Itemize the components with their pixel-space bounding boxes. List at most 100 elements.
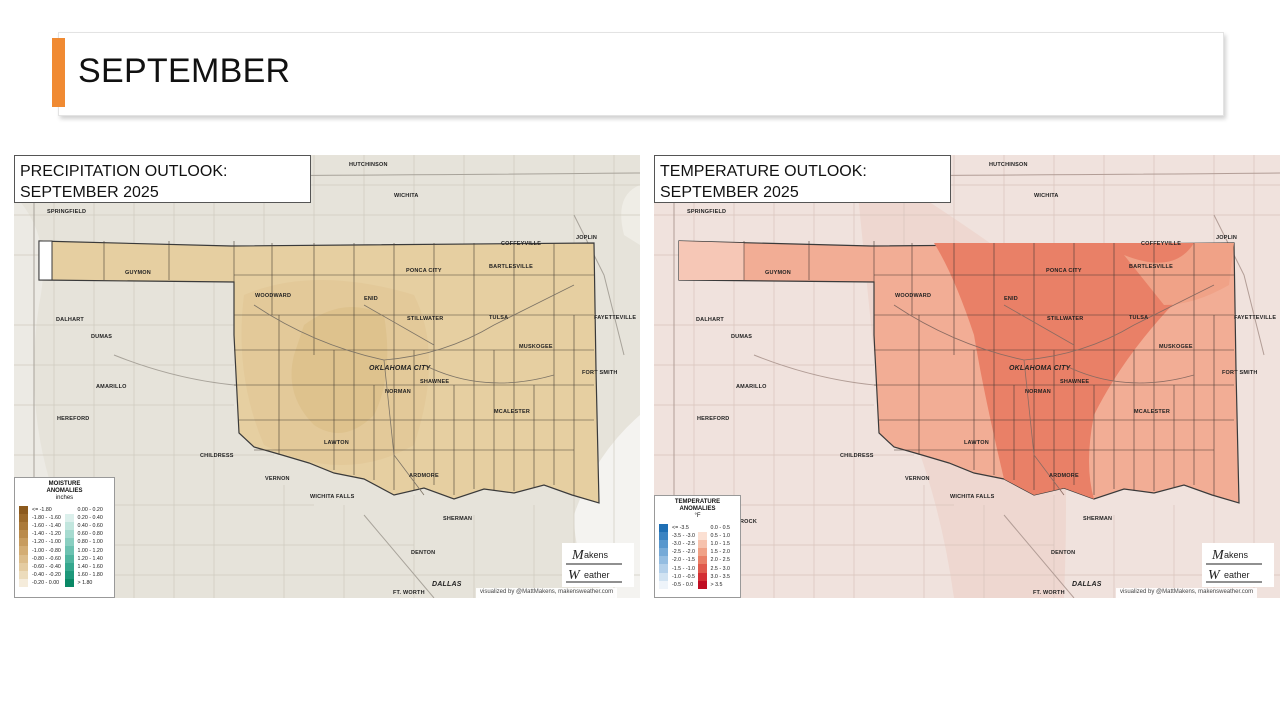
legend-col-dry: <= -1.80 -1.80 - -1.60 -1.60 - -1.40 -1.40 … [19,506,65,587]
city-label: MUSKOGEE [519,344,553,350]
legend-entry: -0.80 - -0.60 [19,554,65,563]
title-box [58,32,1224,116]
city-label: SPRINGFIELD [47,209,87,215]
legend-swatch [697,580,707,589]
legend-swatch [697,540,707,549]
city-label: WICHITA [394,193,419,199]
legend-swatch [64,530,74,539]
city-label: MUSKOGEE [1159,344,1193,350]
legend-unit: °F [694,513,701,519]
legend-swatch [659,580,668,589]
city-label: SHERMAN [1083,516,1113,522]
city-label: PONCA CITY [406,268,442,274]
precipitation-map-canvas [14,155,640,598]
title-accent-bar [52,38,65,107]
precip-heading-line1: PRECIPITATION OUTLOOK: [20,163,228,180]
makens-weather-logo: M akens W eather [1202,543,1274,587]
legend-swatch [697,548,707,557]
legend-label: <= -3.5 [672,525,689,532]
legend-label: 3.0 - 3.5 [710,573,730,580]
city-label: ARDMORE [1049,473,1079,479]
legend-entry: 0.20 - 0.40 [64,514,111,523]
legend-label: -0.20 - 0.00 [32,579,60,586]
temperature-map: TEMPERATURE OUTLOOK: SEPTEMBER 2025 HUTC… [654,155,1280,598]
legend-label: 2.0 - 2.5 [710,557,730,564]
city-label: FT. WORTH [393,590,425,596]
legend-entry: 0.0 - 0.5 [697,524,737,533]
city-label: WICHITA FALLS [950,494,995,500]
city-label: SHAWNEE [420,379,450,385]
svg-text:eather: eather [584,570,610,580]
city-label: HEREFORD [57,416,90,422]
legend-label: 1.60 - 1.80 [77,571,103,578]
legend-entry: 1.0 - 1.5 [697,540,737,549]
city-label: WOODWARD [895,293,932,299]
legend-swatch [64,538,74,547]
legend-entry: 1.20 - 1.40 [64,554,111,563]
temp-heading-line1: TEMPERATURE OUTLOOK: [660,163,867,180]
legend-columns: <= -1.80 -1.80 - -1.60 -1.60 - -1.40 -1.40 … [15,502,114,587]
city-label: MCALESTER [1134,409,1171,415]
city-label: BARTLESVILLE [1129,264,1173,270]
city-label: TULSA [1129,315,1149,321]
legend-label: -3.0 - -2.5 [672,541,695,548]
city-label: NORMAN [385,389,411,395]
city-label: ENID [364,296,378,302]
makens-weather-logo-graphic: M akens W eather [1206,548,1262,583]
legend-label: -2.5 - -2.0 [672,549,695,556]
legend-label: -1.5 - -1.0 [672,565,695,572]
svg-text:eather: eather [1224,570,1250,580]
legend-swatch [697,572,707,581]
city-label: COFFEYVILLE [501,241,542,247]
legend-swatch [19,554,28,563]
legend-label: -1.60 - -1.40 [32,523,61,530]
city-label: HEREFORD [697,416,730,422]
makens-weather-logo-graphic: M akens W eather [566,548,622,583]
legend-swatch [19,522,28,531]
legend-label: 2.5 - 3.0 [710,565,730,572]
legend-entry: -1.40 - -1.20 [19,530,65,539]
legend-label: 0.20 - 0.40 [77,515,103,522]
precip-legend: MOISTURE ANOMALIES inches <= -1.80 -1.80 … [14,477,115,598]
map-credit: visualized by @MattMakens, makensweather… [476,588,618,598]
legend-swatch [64,562,74,571]
legend-entry: -1.5 - -1.0 [659,564,698,573]
legend-label: 1.5 - 2.0 [710,549,730,556]
legend-swatch [19,570,28,579]
city-label: MCALESTER [494,409,531,415]
city-label: BARTLESVILLE [489,264,533,270]
legend-entry: > 3.5 [697,580,737,589]
legend-label: -0.5 - 0.0 [672,581,694,588]
legend-swatch [64,546,74,555]
legend-label: -1.20 - -1.00 [32,539,61,546]
legend-entry: <= -3.5 [659,524,698,533]
temp-heading: TEMPERATURE OUTLOOK: SEPTEMBER 2025 [654,155,951,203]
city-label: DUMAS [91,334,113,340]
city-label: FT. WORTH [1033,590,1065,596]
city-label: ARDMORE [409,473,439,479]
legend-entry: -1.0 - -0.5 [659,572,698,581]
legend-entry: -0.60 - -0.40 [19,562,65,571]
city-label: DENTON [411,550,436,556]
legend-swatch [697,532,707,541]
city-label: JOPLIN [576,235,598,241]
legend-entry: -1.60 - -1.40 [19,522,65,531]
legend-swatch [659,540,668,549]
legend-entry: 1.00 - 1.20 [64,546,111,555]
legend-entry: -2.5 - -2.0 [659,548,698,557]
legend-swatch [697,564,707,573]
legend-label: > 3.5 [710,581,723,588]
legend-entry: 0.00 - 0.20 [64,506,111,515]
legend-label: -3.5 - -3.0 [672,533,695,540]
legend-unit: inches [55,495,74,501]
temp-heading-line2: SEPTEMBER 2025 [660,184,799,201]
legend-swatch [19,562,28,571]
temperature-map-canvas [654,155,1280,598]
city-label: AMARILLO [96,384,127,390]
legend-label: 1.20 - 1.40 [77,555,103,562]
legend-label: > 1.80 [77,579,93,586]
legend-entry: 1.40 - 1.60 [64,562,111,571]
legend-label: 0.0 - 0.5 [710,525,730,532]
legend-label: -1.00 - -0.80 [32,547,61,554]
